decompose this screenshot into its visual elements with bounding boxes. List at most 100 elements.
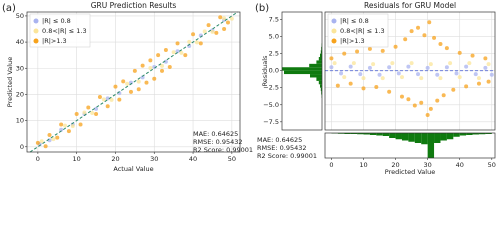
histogram-bar xyxy=(453,133,460,137)
data-point xyxy=(409,61,414,66)
y-tick-label: 10 xyxy=(16,117,24,125)
histogram-bar xyxy=(389,133,396,138)
legend-box xyxy=(327,13,389,48)
x-tick-label: 20 xyxy=(111,155,119,163)
data-point xyxy=(210,29,215,34)
y-axis-label: Residuals xyxy=(261,55,269,86)
data-point xyxy=(358,72,363,77)
data-point xyxy=(464,84,469,89)
legend-label: |R|>1.3 xyxy=(340,37,365,45)
data-point xyxy=(464,64,469,69)
histogram-bar xyxy=(321,46,322,51)
y-tick-label: −2.5 xyxy=(263,84,279,92)
x-tick-label: 40 xyxy=(456,161,464,169)
x-tick-label: 20 xyxy=(391,161,399,169)
legend-label: |R| ≤ 0.8 xyxy=(340,17,369,25)
histogram-bar xyxy=(320,53,322,58)
figure: 0 10 20 30 40 50 0 10 20 30 40 50 |R| ≤ 0.8 0.8<|R| ≤… xyxy=(2,1,496,176)
data-point xyxy=(470,53,475,58)
data-point xyxy=(435,98,440,103)
data-point xyxy=(416,25,421,30)
data-point xyxy=(457,75,462,80)
histogram-bar xyxy=(395,133,402,140)
y-tick-label: 50 xyxy=(16,12,24,20)
data-point xyxy=(160,68,165,73)
y-tick-label: −7.5 xyxy=(263,118,279,126)
data-point xyxy=(222,16,227,21)
data-point xyxy=(86,105,91,110)
data-point xyxy=(419,100,424,105)
data-point xyxy=(94,112,99,117)
axes-frame xyxy=(324,11,496,131)
y-tick-label: 40 xyxy=(16,38,24,46)
data-point xyxy=(222,27,227,32)
legend-label: 0.8<|R| ≤ 1.3 xyxy=(340,27,385,35)
histogram-bar xyxy=(382,133,390,136)
data-point xyxy=(416,72,421,77)
data-point xyxy=(422,33,427,38)
data-point xyxy=(148,58,153,63)
stat-text: R2 Score: 0.99001 xyxy=(257,152,317,160)
histogram-bar xyxy=(363,133,370,135)
x-tick-label: 10 xyxy=(359,161,367,169)
data-point xyxy=(90,111,95,116)
data-point xyxy=(101,97,106,102)
data-point xyxy=(167,64,172,69)
data-point xyxy=(39,139,44,144)
x-tick-label: 30 xyxy=(150,155,158,163)
stat-text: RMSE: 0.95432 xyxy=(193,138,243,146)
data-point xyxy=(444,65,449,70)
data-point xyxy=(435,72,440,77)
data-point xyxy=(425,112,430,117)
data-point xyxy=(476,81,481,86)
data-point xyxy=(427,20,432,25)
histogram-bar xyxy=(284,70,322,75)
data-point xyxy=(206,23,211,28)
y-tick-label: 0 xyxy=(20,143,24,151)
data-point xyxy=(406,97,411,102)
data-point xyxy=(483,56,488,61)
data-point xyxy=(94,106,99,111)
data-point xyxy=(342,51,347,56)
histogram-bar xyxy=(446,133,454,140)
data-point xyxy=(399,94,404,99)
data-point xyxy=(191,32,196,37)
data-point xyxy=(419,76,424,81)
data-point xyxy=(329,65,334,70)
histogram-bar xyxy=(318,57,322,61)
data-point xyxy=(377,72,382,77)
histogram-bar xyxy=(408,133,415,142)
legend-marker xyxy=(33,28,39,34)
histogram-bar xyxy=(282,67,322,71)
data-point xyxy=(473,72,478,77)
data-point xyxy=(156,53,161,58)
data-point xyxy=(63,123,68,128)
histogram-bar xyxy=(318,80,322,85)
data-point xyxy=(175,49,180,54)
x-axis-label: Actual Value xyxy=(113,165,153,173)
x-tick-label: 50 xyxy=(228,155,236,163)
data-point xyxy=(425,65,430,70)
histogram-bar xyxy=(320,50,322,54)
data-point xyxy=(329,56,334,61)
y-tick-label: 20 xyxy=(16,90,24,98)
data-point xyxy=(476,76,481,81)
data-point xyxy=(55,135,60,140)
data-point xyxy=(367,46,372,51)
histogram-bar xyxy=(421,133,428,145)
histogram-bar xyxy=(414,133,422,143)
legend-label: 0.8<|R| ≤ 1.3 xyxy=(42,27,87,35)
data-point xyxy=(187,39,192,44)
data-point xyxy=(371,62,376,67)
histogram-bar xyxy=(427,133,435,158)
data-point xyxy=(457,50,462,55)
data-point xyxy=(136,79,141,84)
data-point xyxy=(467,61,472,66)
data-point xyxy=(125,81,130,86)
data-point xyxy=(361,76,366,81)
histogram-bar xyxy=(466,133,473,135)
chart-title: Residuals for GRU Model xyxy=(364,1,456,10)
y-tick-label: 2.5 xyxy=(269,50,279,58)
data-point xyxy=(387,89,392,94)
data-point xyxy=(441,93,446,98)
